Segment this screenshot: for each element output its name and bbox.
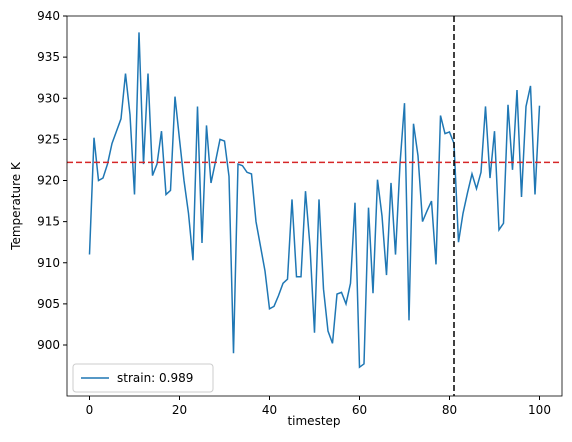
y-axis-label: Temperature K	[9, 161, 23, 251]
y-tick-label: 905	[37, 297, 60, 311]
x-tick-label: 60	[352, 403, 367, 417]
legend-label: strain: 0.989	[117, 371, 193, 385]
y-tick-label: 910	[37, 256, 60, 270]
y-tick-label: 915	[37, 215, 60, 229]
line	[88, 32, 541, 369]
y-tick-label: 935	[37, 50, 60, 64]
x-tick-label: 40	[262, 403, 277, 417]
y-tick-label: 940	[37, 9, 60, 23]
y-tick-label: 930	[37, 91, 60, 105]
plot-frame	[66, 15, 563, 397]
x-axis-label: timestep	[287, 414, 340, 428]
y-tick-label: 920	[37, 174, 60, 188]
x-tick-label: 20	[172, 403, 187, 417]
y-tick-label: 900	[37, 338, 60, 352]
x-tick-label: 80	[442, 403, 457, 417]
x-tick-label: 0	[86, 403, 94, 417]
x-tick-label: 100	[528, 403, 551, 417]
legend-box	[72, 363, 214, 393]
y-tick-label: 925	[37, 132, 60, 146]
